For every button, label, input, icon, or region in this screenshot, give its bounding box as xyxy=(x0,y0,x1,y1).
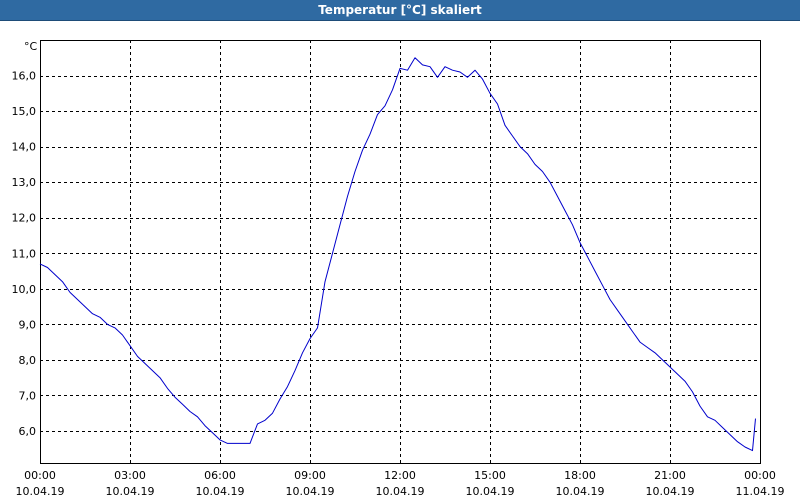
x-tick-date-label: 10.04.19 xyxy=(286,485,335,498)
chart-grid xyxy=(40,40,760,463)
y-tick-label: 6,0 xyxy=(19,425,37,438)
x-tick-date-label: 10.04.19 xyxy=(106,485,155,498)
x-tick-time-label: 09:00 xyxy=(294,469,326,482)
y-tick-label: 11,0 xyxy=(12,247,37,260)
x-tick-time-label: 06:00 xyxy=(204,469,236,482)
x-tick-time-label: 12:00 xyxy=(384,469,416,482)
temperature-line-chart: °C 6,0 7,0 8,0 9,0 10,0 11,0 12,0 13,0 14,0 15,0 1… xyxy=(12,40,785,498)
temperature-series-line xyxy=(39,57,756,452)
x-tick-date-label: 10.04.19 xyxy=(556,485,605,498)
chart-title: Temperatur [°C] skaliert xyxy=(318,3,482,17)
x-tick-time-label: 21:00 xyxy=(654,469,686,482)
y-tick-label: 15,0 xyxy=(12,105,37,118)
x-tick-time-label: 03:00 xyxy=(114,469,146,482)
y-tick-label: 14,0 xyxy=(12,141,37,154)
x-tick-date-label: 10.04.19 xyxy=(646,485,695,498)
plot-frame xyxy=(40,40,761,464)
x-tick-date-label: 11.04.19 xyxy=(736,485,785,498)
y-tick-label: 16,0 xyxy=(12,70,37,83)
x-tick-date-label: 10.04.19 xyxy=(196,485,245,498)
x-tick-date-label: 10.04.19 xyxy=(466,485,515,498)
y-tick-label: 8,0 xyxy=(19,354,37,367)
y-tick-label: 10,0 xyxy=(12,283,37,296)
x-axis-labels: 00:00 10.04.19 03:00 10.04.19 06:00 10.04.19 0… xyxy=(16,469,785,498)
y-tick-label: 13,0 xyxy=(12,176,37,189)
x-tick-time-label: 18:00 xyxy=(564,469,596,482)
y-tick-label: 9,0 xyxy=(19,318,37,331)
y-axis-labels: °C 6,0 7,0 8,0 9,0 10,0 11,0 12,0 13,0 14,0 15,0 1… xyxy=(12,40,38,438)
y-tick-label: 7,0 xyxy=(19,389,37,402)
series-layer xyxy=(39,57,756,452)
x-tick-time-label: 15:00 xyxy=(474,469,506,482)
y-axis-unit-label: °C xyxy=(24,40,38,53)
x-tick-date-label: 10.04.19 xyxy=(376,485,425,498)
x-tick-time-label: 00:00 xyxy=(24,469,56,482)
x-tick-time-label: 00:00 xyxy=(744,469,776,482)
x-tick-date-label: 10.04.19 xyxy=(16,485,65,498)
chart-title-bar: Temperatur [°C] skaliert xyxy=(0,0,800,21)
y-tick-label: 12,0 xyxy=(12,212,37,225)
